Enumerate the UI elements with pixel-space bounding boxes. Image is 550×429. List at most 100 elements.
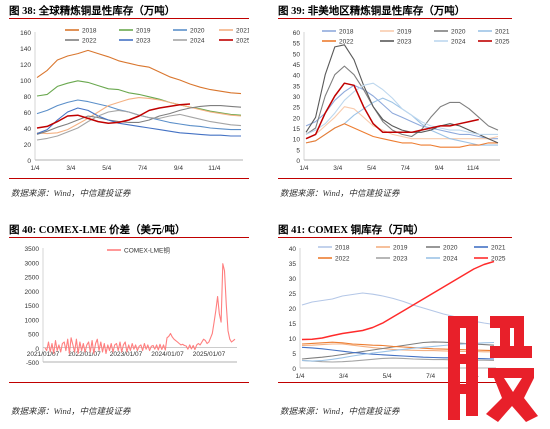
panel-2-title: 图 39: 非美地区精炼铜显性库存（万吨） bbox=[278, 6, 466, 17]
panel-1-source: 数据来源：Wind，中信建投证券 bbox=[11, 188, 131, 198]
legend-label-2023: 2023 bbox=[393, 256, 408, 263]
series-line-2021 bbox=[36, 97, 242, 135]
y-tick-label: 100 bbox=[20, 78, 31, 85]
panel-1-bottom-rule bbox=[9, 178, 249, 179]
legend-label-2025: 2025 bbox=[236, 38, 249, 45]
y-tick-label: 140 bbox=[20, 46, 31, 53]
y-tick-label: 2500 bbox=[25, 275, 40, 282]
legend-label-2018: 2018 bbox=[335, 245, 350, 252]
series-line-2024 bbox=[305, 82, 498, 135]
x-tick-label: 3/4 bbox=[66, 165, 75, 172]
legend-label-2020: 2020 bbox=[190, 28, 205, 35]
legend-label-2024: 2024 bbox=[190, 38, 205, 45]
legend-label-2025: 2025 bbox=[491, 256, 506, 263]
series-line-COMEX-LME铜 bbox=[44, 263, 236, 355]
series-line-2025 bbox=[301, 260, 495, 341]
series-line-2022 bbox=[305, 123, 498, 148]
legend-label-2023: 2023 bbox=[136, 38, 151, 45]
series-line-2018 bbox=[36, 49, 242, 95]
legend-label-2021: 2021 bbox=[236, 28, 249, 35]
x-tick-label: 1/4 bbox=[299, 165, 308, 172]
y-tick-label: 0 bbox=[292, 366, 296, 373]
series-line-2025 bbox=[36, 103, 191, 129]
y-tick-label: 30 bbox=[289, 276, 297, 283]
series-line-2023 bbox=[305, 44, 499, 144]
y-tick-label: 40 bbox=[24, 126, 32, 133]
series-line-2022 bbox=[301, 341, 495, 352]
y-tick-label: 3000 bbox=[25, 260, 40, 267]
y-tick-label: 40 bbox=[289, 246, 297, 253]
y-tick-label: 50 bbox=[293, 51, 301, 58]
y-tick-label: 1500 bbox=[25, 303, 40, 310]
y-tick-label: 0 bbox=[27, 158, 31, 165]
legend-label-2020: 2020 bbox=[443, 245, 458, 252]
y-tick-label: 0 bbox=[35, 346, 39, 353]
legend-label-COMEX-LME铜: COMEX-LME铜 bbox=[124, 246, 170, 255]
y-tick-label: 20 bbox=[293, 115, 301, 122]
panel-1-chart: 0 20 40 60 80 100 120 140 160 1/4 3/4 5/4 7/4 9/4 11/4… bbox=[20, 28, 249, 173]
y-tick-label: 15 bbox=[293, 126, 301, 133]
series-line-2025 bbox=[305, 82, 479, 140]
panel-4-chart: 05101520253035401/43/45/47/49/4201820192… bbox=[289, 245, 506, 381]
panel-3-title-rule bbox=[9, 237, 249, 238]
x-tick-label: 5/4 bbox=[383, 373, 392, 380]
y-tick-label: 5 bbox=[292, 351, 296, 358]
y-tick-label: 35 bbox=[289, 261, 297, 268]
panel-3-title: 图 40: COMEX-LME 价差（美元/吨） bbox=[9, 225, 186, 236]
x-tick-label: 2022/01/07 bbox=[68, 351, 101, 358]
panel-2-source: 数据来源：Wind，中信建投证券 bbox=[280, 188, 400, 198]
y-tick-label: 500 bbox=[28, 332, 39, 339]
y-tick-label: 1000 bbox=[25, 317, 40, 324]
x-tick-label: 2021/01/07 bbox=[27, 351, 60, 358]
legend-label-2025: 2025 bbox=[495, 39, 510, 46]
y-tick-label: 0 bbox=[296, 158, 300, 165]
legend-label-2023: 2023 bbox=[397, 39, 412, 46]
y-tick-label: 60 bbox=[24, 110, 32, 117]
panel-2-bottom-rule bbox=[278, 178, 512, 179]
series-line-2024 bbox=[301, 341, 495, 362]
legend-label-2022: 2022 bbox=[82, 38, 97, 45]
legend-label-2019: 2019 bbox=[393, 245, 408, 252]
x-tick-label: 2025/01/07 bbox=[193, 351, 226, 358]
y-tick-label: 10 bbox=[289, 336, 297, 343]
x-tick-label: 9/4 bbox=[174, 165, 183, 172]
panel-3-bottom-rule bbox=[9, 382, 249, 383]
y-tick-label: 25 bbox=[289, 291, 297, 298]
x-tick-label: 7/4 bbox=[426, 373, 435, 380]
y-tick-label: 35 bbox=[293, 83, 301, 90]
legend-label-2019: 2019 bbox=[136, 28, 151, 35]
y-tick-label: 30 bbox=[293, 94, 301, 101]
x-tick-label: 1/4 bbox=[30, 165, 39, 172]
panel-2-title-rule bbox=[278, 18, 512, 19]
series-line-2022 bbox=[36, 105, 242, 135]
legend-label-2022: 2022 bbox=[339, 39, 354, 46]
watermark-logo bbox=[448, 316, 538, 422]
x-tick-label: 3/4 bbox=[333, 165, 342, 172]
x-tick-label: 1/4 bbox=[295, 373, 304, 380]
y-tick-label: 25 bbox=[293, 105, 301, 112]
series-line-2020 bbox=[305, 65, 499, 138]
legend-label-2018: 2018 bbox=[339, 29, 354, 36]
x-tick-label: 7/4 bbox=[401, 165, 410, 172]
y-tick-label: 20 bbox=[24, 142, 32, 149]
legend-label-2020: 2020 bbox=[451, 29, 466, 36]
panel-3-source: 数据来源：Wind，中信建投证券 bbox=[11, 406, 131, 416]
x-tick-label: 3/4 bbox=[339, 373, 348, 380]
panel-4-source: 数据来源：Wind，中信建投证券 bbox=[280, 406, 400, 416]
y-tick-label: 120 bbox=[20, 62, 31, 69]
y-tick-label: 15 bbox=[289, 321, 297, 328]
legend-label-2021: 2021 bbox=[495, 29, 510, 36]
y-tick-label: 20 bbox=[289, 306, 297, 313]
x-tick-label: 7/4 bbox=[138, 165, 147, 172]
series-line-2018 bbox=[305, 84, 498, 140]
y-tick-label: 3500 bbox=[25, 246, 40, 253]
x-tick-label: 5/4 bbox=[367, 165, 376, 172]
x-tick-label: 2024/01/07 bbox=[151, 351, 184, 358]
y-tick-label: 2000 bbox=[25, 289, 40, 296]
x-tick-label: 11/4 bbox=[467, 165, 480, 172]
legend-label-2024: 2024 bbox=[451, 39, 466, 46]
y-tick-label: 10 bbox=[293, 137, 301, 144]
y-tick-label: -500 bbox=[26, 360, 39, 367]
panel-4-title-rule bbox=[278, 237, 512, 238]
